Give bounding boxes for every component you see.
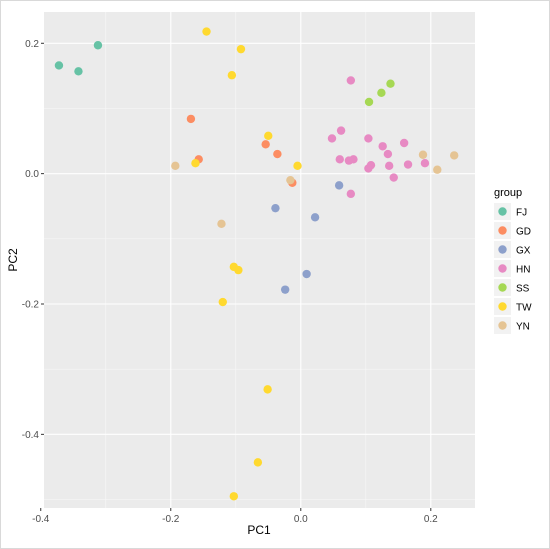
point-tw	[253, 458, 263, 467]
point-hn	[389, 173, 398, 182]
x-axis-ticks: -0.4 -0.2 0.0 0.2	[32, 508, 438, 525]
legend-marker-tw	[498, 302, 507, 311]
x-tick-label: -0.2	[162, 514, 180, 525]
point-fj	[74, 67, 83, 76]
point-gd	[261, 140, 270, 149]
y-tick-label: 0.0	[25, 169, 39, 180]
point-hn	[366, 160, 376, 170]
point-fj	[54, 61, 64, 70]
legend-marker-yn	[498, 321, 507, 330]
point-hn	[364, 134, 373, 143]
point-hn	[399, 138, 409, 148]
point-yn	[286, 175, 295, 185]
point-hn	[346, 189, 356, 199]
point-tw	[264, 131, 273, 141]
point-gx	[280, 285, 290, 294]
y-tick-label: -0.4	[22, 430, 40, 441]
point-hn	[327, 134, 337, 143]
point-ss	[377, 88, 386, 98]
legend-marker-gx	[498, 245, 507, 254]
legend-label-yn: YN	[516, 322, 530, 333]
point-hn	[384, 161, 394, 171]
point-tw	[227, 71, 237, 80]
point-ss	[364, 97, 374, 107]
y-axis-title: PC2	[6, 248, 20, 272]
point-hn	[346, 76, 356, 85]
point-hn	[378, 142, 387, 151]
point-gd	[186, 114, 196, 124]
x-tick-label: 0.0	[294, 514, 308, 525]
point-tw	[236, 44, 246, 54]
point-gx	[310, 213, 320, 222]
point-yn	[171, 161, 180, 171]
x-tick-label: -0.4	[32, 514, 50, 525]
point-yn	[449, 151, 459, 160]
point-hn	[335, 155, 344, 164]
x-axis-title: PC1	[247, 523, 271, 537]
legend-title: group	[494, 187, 522, 199]
point-tw	[234, 265, 243, 275]
legend-label-gd: GD	[516, 227, 531, 238]
point-tw	[191, 159, 200, 168]
legend-label-tw: TW	[516, 303, 532, 314]
point-yn	[433, 165, 442, 174]
point-tw	[263, 385, 272, 394]
x-tick-label: 0.2	[424, 514, 438, 525]
point-gx	[271, 203, 280, 213]
legend-marker-fj	[498, 207, 507, 216]
point-hn	[403, 160, 413, 169]
point-fj	[93, 41, 103, 50]
y-tick-label: 0.2	[25, 39, 39, 50]
point-yn	[217, 219, 226, 229]
legend-label-fj: FJ	[516, 208, 527, 219]
data-points	[54, 27, 459, 501]
legend-label-hn: HN	[516, 265, 530, 276]
minor-grid	[44, 12, 475, 508]
point-yn	[418, 150, 428, 159]
point-tw	[202, 27, 211, 36]
point-hn	[349, 155, 358, 164]
plot-panel	[44, 12, 475, 508]
legend-marker-hn	[498, 264, 507, 273]
point-hn	[383, 149, 393, 159]
point-hn	[336, 126, 346, 135]
legend-label-ss: SS	[516, 284, 530, 295]
y-tick-label: -0.2	[22, 299, 40, 310]
point-gx	[334, 181, 344, 190]
y-axis-ticks: -0.4 -0.2 0.0 0.2	[22, 39, 44, 441]
legend-marker-ss	[498, 283, 507, 292]
point-gx	[302, 269, 311, 279]
point-tw	[293, 161, 302, 171]
point-gd	[273, 149, 282, 159]
point-hn	[420, 159, 430, 168]
major-grid	[40, 12, 475, 508]
legend: group FJ GD GX HN SS TW YN	[494, 187, 532, 334]
legend-label-gx: GX	[516, 246, 531, 257]
point-tw	[229, 492, 239, 501]
point-ss	[386, 79, 395, 88]
point-tw	[218, 297, 227, 307]
legend-marker-gd	[498, 226, 507, 235]
